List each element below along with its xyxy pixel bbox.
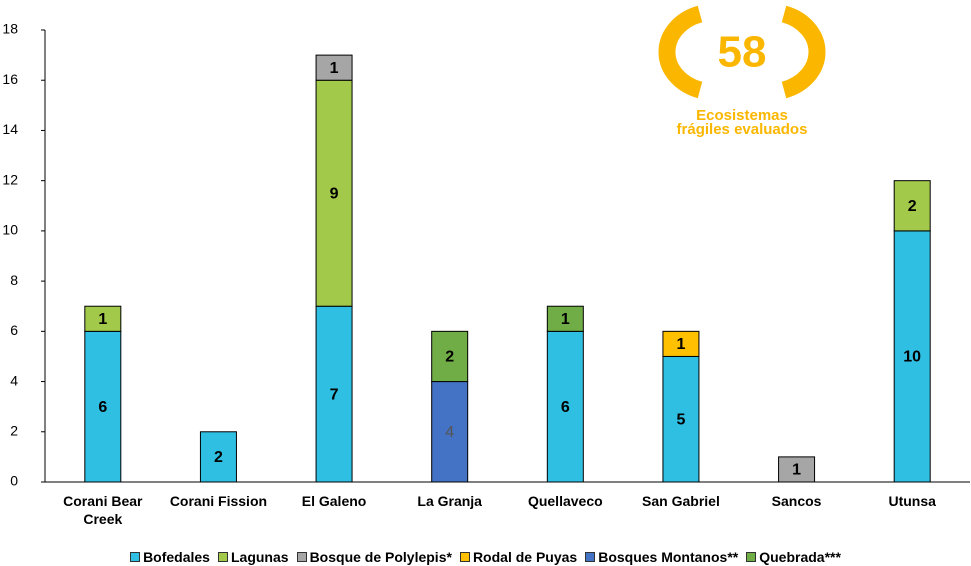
legend-label: Bofedales [143, 549, 210, 565]
data-label: 1 [792, 462, 801, 479]
bar-segment [84, 330, 122, 483]
legend-label: Lagunas [230, 549, 289, 565]
x-tick-label: Sancos [771, 493, 822, 509]
y-tick-label: 6 [10, 322, 18, 338]
y-tick-label: 12 [2, 171, 18, 187]
bar-segment [662, 355, 700, 483]
legend-item: Bofedales [130, 549, 210, 565]
bar-segment [431, 330, 469, 383]
badge-arc-left [658, 5, 703, 99]
bar-segment [315, 79, 353, 307]
data-label: 10 [903, 349, 921, 366]
legend-item: Quebrada*** [746, 549, 841, 565]
bar-segment [662, 330, 700, 357]
data-label: 4 [445, 424, 454, 441]
x-tick-label: El Galeno [301, 493, 367, 509]
y-tick-label: 16 [2, 71, 18, 87]
data-label: 2 [214, 449, 223, 466]
x-tick-label: Quellaveco [527, 493, 603, 509]
y-tick-label: 14 [2, 121, 18, 137]
y-tick-label: 0 [10, 473, 18, 489]
bar-segment [546, 305, 584, 332]
legend: Bofedales Lagunas Bosque de Polylepis* Roda… [0, 549, 971, 565]
x-tick-label: Utunsa [888, 493, 936, 509]
bar-segment [893, 230, 931, 483]
data-label: 1 [98, 311, 107, 328]
bar-segment [199, 431, 237, 483]
bar-segment [431, 381, 469, 483]
y-tick-label: 8 [10, 272, 18, 288]
data-label: 2 [908, 198, 917, 215]
x-tick-label: Corani Fission [169, 493, 268, 509]
data-label: 1 [330, 60, 339, 77]
data-label: 7 [330, 386, 339, 403]
data-label: 2 [445, 349, 454, 366]
bar-segment [315, 54, 353, 81]
legend-label: Rodal de Puyas [472, 549, 578, 565]
data-label: 1 [676, 336, 685, 353]
bar-segment [778, 456, 816, 483]
y-tick-label: 2 [10, 422, 18, 438]
badge-text: Ecosistemas [696, 107, 788, 124]
data-label: 6 [98, 399, 107, 416]
legend-item: Lagunas [217, 549, 289, 565]
x-tick-label: Corani Bear Creek [63, 493, 143, 527]
data-label: 9 [330, 185, 339, 202]
y-tick-label: 10 [2, 222, 18, 238]
badge-text: frágiles evaluados [677, 121, 808, 138]
legend-swatch [459, 552, 470, 562]
legend-item: Bosques Montanos** [585, 549, 738, 565]
data-label: 5 [676, 411, 685, 428]
badge-arc-right [781, 5, 826, 99]
data-label: 6 [561, 399, 570, 416]
legend-label: Bosque de Polylepis* [309, 549, 452, 565]
legend-item: Rodal de Puyas [459, 549, 578, 565]
legend-swatch [130, 552, 141, 562]
y-tick-label: 18 [2, 21, 18, 37]
data-label: 1 [561, 311, 570, 328]
badge-number: 58 [718, 28, 767, 77]
legend-swatch [746, 552, 757, 562]
x-tick-label: La Granja [417, 493, 482, 509]
legend-swatch [217, 552, 228, 562]
x-tick-label: San Gabriel [642, 493, 720, 509]
legend-label: Quebrada*** [759, 549, 841, 565]
legend-label: Bosques Montanos** [598, 549, 739, 565]
bar-segment [893, 180, 931, 232]
legend-item: Bosque de Polylepis* [296, 549, 452, 565]
y-tick-label: 4 [10, 372, 18, 388]
legend-swatch [585, 552, 596, 562]
legend-swatch [296, 552, 307, 562]
bar-segment [84, 305, 122, 332]
